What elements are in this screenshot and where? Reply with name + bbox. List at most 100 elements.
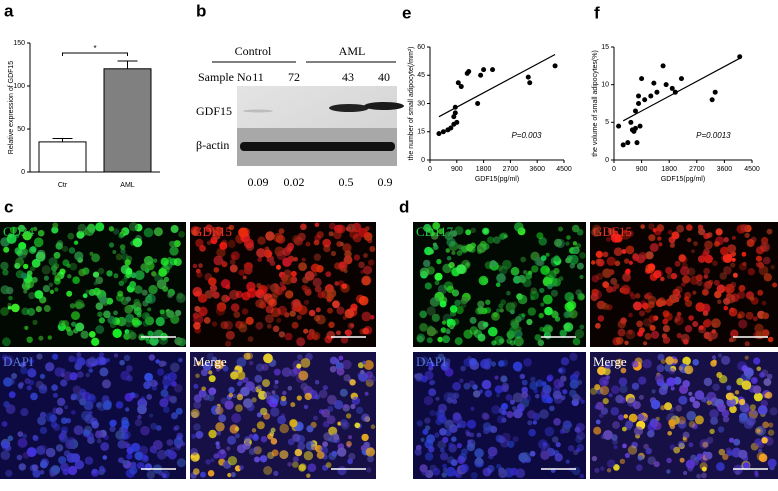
cell xyxy=(52,270,57,276)
cell xyxy=(693,241,698,247)
cell xyxy=(768,422,774,428)
cell xyxy=(20,408,29,417)
cell xyxy=(650,399,661,410)
cell xyxy=(699,439,710,449)
cell xyxy=(11,373,18,379)
cell xyxy=(236,357,247,367)
cell xyxy=(483,228,489,234)
cell xyxy=(143,381,152,390)
cell xyxy=(680,266,690,276)
cell xyxy=(340,283,350,293)
significance-bracket xyxy=(62,52,128,56)
cell xyxy=(575,435,583,444)
point xyxy=(678,76,684,82)
cell xyxy=(16,454,23,461)
cell xyxy=(273,283,278,288)
cell xyxy=(80,330,89,339)
cell xyxy=(95,430,103,439)
cell xyxy=(670,386,675,391)
cell xyxy=(498,469,508,478)
cell xyxy=(498,360,505,367)
cell xyxy=(737,361,747,371)
cell xyxy=(3,246,10,253)
channel-label: DAPI xyxy=(3,354,33,369)
cell xyxy=(558,368,563,373)
cell xyxy=(37,416,47,426)
cell xyxy=(437,353,445,361)
cell xyxy=(277,415,286,425)
cell xyxy=(354,422,361,429)
cell xyxy=(485,299,491,305)
cell xyxy=(761,244,768,251)
cell xyxy=(220,279,231,289)
cell xyxy=(332,300,340,309)
cell xyxy=(703,281,712,290)
cell xyxy=(675,293,682,299)
cell xyxy=(73,240,79,245)
cell xyxy=(272,290,280,298)
cell xyxy=(360,445,367,452)
cell xyxy=(343,269,348,273)
channel-label: DAPI xyxy=(416,354,446,369)
cell xyxy=(767,429,775,436)
cell xyxy=(429,380,434,386)
cell xyxy=(553,418,561,426)
cell xyxy=(274,380,279,384)
x-axis-label: GDF15(pg/ml) xyxy=(475,176,519,183)
cell xyxy=(498,436,506,444)
cell xyxy=(454,337,463,346)
cell xyxy=(754,438,762,447)
cell xyxy=(506,411,514,418)
cell xyxy=(487,236,495,244)
cell xyxy=(661,383,669,390)
cell xyxy=(134,418,143,427)
cell xyxy=(595,258,604,267)
cell xyxy=(569,379,579,389)
cell xyxy=(553,378,563,389)
cell xyxy=(195,430,204,439)
cell xyxy=(149,379,158,387)
cell xyxy=(720,246,729,256)
cell xyxy=(675,405,682,412)
cell xyxy=(757,405,768,415)
cell xyxy=(620,367,627,374)
cell xyxy=(738,262,747,271)
cell xyxy=(257,236,266,245)
point xyxy=(436,131,442,137)
cell xyxy=(733,438,741,446)
cell xyxy=(553,394,564,404)
cell xyxy=(521,386,528,394)
cell xyxy=(113,310,118,316)
x-tick-label: 1800 xyxy=(661,166,677,173)
cell xyxy=(304,288,312,296)
cell xyxy=(87,394,97,404)
cell xyxy=(69,303,76,309)
cell xyxy=(198,306,208,317)
cell xyxy=(622,426,627,432)
cell xyxy=(128,222,139,232)
cell xyxy=(334,281,339,286)
cell xyxy=(435,396,440,401)
cell xyxy=(746,416,756,426)
cell xyxy=(508,326,518,335)
cell xyxy=(124,259,131,266)
cell xyxy=(66,329,74,337)
cell xyxy=(703,377,713,387)
cell xyxy=(265,305,274,314)
point xyxy=(636,93,642,99)
cell xyxy=(49,471,55,477)
cell xyxy=(6,233,17,244)
cell xyxy=(638,376,647,385)
point xyxy=(625,140,631,146)
cell xyxy=(744,407,752,415)
cell xyxy=(361,433,369,442)
cell xyxy=(243,266,253,275)
cell xyxy=(745,311,754,320)
cell xyxy=(270,407,280,417)
cell xyxy=(78,268,86,277)
cell xyxy=(213,255,224,266)
cell xyxy=(523,358,532,367)
cell xyxy=(216,367,221,372)
cell xyxy=(85,372,90,378)
cell xyxy=(740,224,749,233)
